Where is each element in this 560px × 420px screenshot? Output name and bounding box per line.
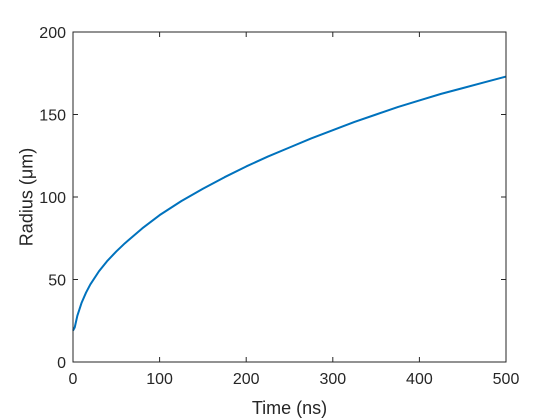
x-tick-label: 500 [493,371,520,388]
y-tick-label: 50 [48,273,66,290]
x-axis-label: Time (ns) [252,398,327,418]
x-tick-label: 300 [319,371,346,388]
y-tick-label: 150 [39,108,66,125]
series-line-0 [72,75,507,332]
y-tick-label: 200 [39,25,66,42]
x-tick-label: 200 [233,371,260,388]
x-tick-label: 100 [146,371,173,388]
axes: 0 100 200 300 400 500 0 50 100 150 200 [39,25,519,388]
y-tick-label: 100 [39,190,66,207]
x-tick-label: 400 [406,371,433,388]
axes-box [72,31,507,363]
y-tick-label: 0 [57,355,66,372]
y-axis-label: Radius (μm) [16,148,36,246]
plot-area [72,75,507,332]
x-tick-label: 0 [69,371,78,388]
